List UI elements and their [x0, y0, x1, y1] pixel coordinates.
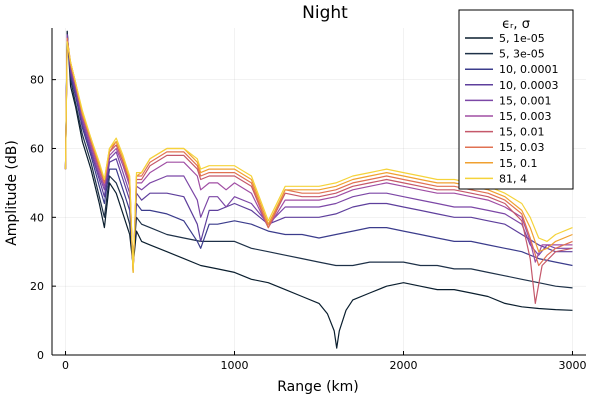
legend-label: 15, 0.003: [499, 110, 551, 123]
chart-title: Night: [302, 3, 348, 23]
y-ticks: 0 20 40 60 80: [30, 74, 56, 362]
series-line: [64, 30, 573, 289]
legend: ϵᵣ, σ 5, 1e-05 5, 3e-05 10, 0.0001 10, 0.00…: [458, 9, 574, 190]
x-tick-label: 1000: [221, 359, 249, 372]
legend-label: 5, 1e-05: [499, 32, 545, 45]
legend-label: 15, 0.01: [499, 126, 544, 139]
series-line: [64, 30, 573, 349]
legend-box: [458, 9, 574, 190]
x-axis-title: Range (km): [277, 379, 359, 395]
legend-items: 5, 1e-05 5, 3e-05 10, 0.0001 10, 0.0003 15, …: [465, 32, 558, 185]
y-tick-label: 60: [30, 142, 44, 155]
x-ticks: 0 1000 2000 3000: [62, 351, 586, 372]
legend-label: 15, 0.001: [499, 94, 551, 107]
y-tick-label: 80: [30, 74, 44, 87]
y-tick-label: 40: [30, 211, 44, 224]
y-tick-label: 0: [37, 349, 44, 362]
y-axis-title: Amplitude (dB): [4, 140, 20, 246]
legend-label: 15, 0.1: [499, 157, 537, 170]
x-tick-label: 2000: [389, 359, 417, 372]
legend-label: 5, 3e-05: [499, 48, 545, 61]
series-line: [64, 34, 573, 267]
y-tick-label: 20: [30, 280, 44, 293]
legend-label: 15, 0.03: [499, 141, 544, 154]
legend-label: 81, 4: [499, 172, 527, 185]
axes: [51, 28, 586, 356]
x-tick-label: 0: [62, 359, 69, 372]
legend-label: 10, 0.0003: [499, 79, 558, 92]
x-tick-label: 3000: [558, 359, 586, 372]
series-line: [64, 34, 573, 267]
legend-title: ϵᵣ, σ: [502, 17, 530, 32]
legend-label: 10, 0.0001: [499, 63, 558, 76]
